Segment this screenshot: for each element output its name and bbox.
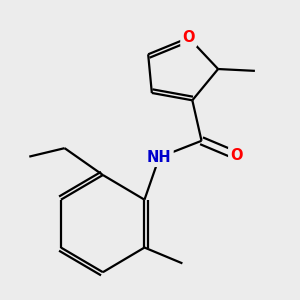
Text: O: O	[182, 30, 195, 45]
Text: O: O	[230, 148, 243, 163]
Text: NH: NH	[147, 150, 172, 165]
